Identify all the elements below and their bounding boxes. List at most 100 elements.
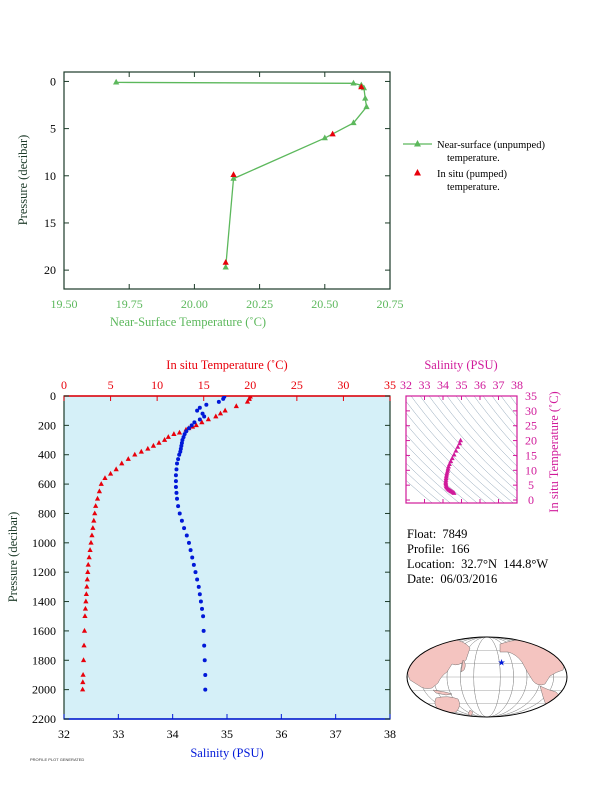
map-meridian	[446, 637, 528, 717]
salinity-point	[193, 570, 198, 575]
ts-point	[453, 448, 459, 453]
main-temperature-ticks: 0 5 10 15 20 25 30 35	[61, 378, 396, 401]
salinity-point	[179, 518, 184, 523]
temperature-tick-label: 25	[291, 378, 303, 392]
pressure-profile-chart: 32 33 34 35 36 37 38 0 5 10 15 20 25 30 35 0 200 400 600…	[6, 358, 396, 760]
temperature-point	[176, 429, 183, 435]
near-surface-point	[350, 79, 357, 86]
salinity-tick-label: 37	[330, 727, 342, 741]
temperature-tick-label: 35	[384, 378, 396, 392]
temperature-point	[89, 532, 95, 538]
temperature-point	[145, 445, 151, 451]
top-x-axis-label: Near-Surface Temperature (˚C)	[110, 315, 266, 329]
main-salinity-ticks: 32 33 34 35 36 37 38	[58, 714, 396, 741]
ts-y-tick-label: 20	[525, 434, 537, 448]
salinity-point	[202, 658, 207, 663]
fineprint-credit: PROFILE PLOT GENERATED	[30, 757, 85, 762]
main-salinity-axis-label: Salinity (PSU)	[190, 746, 263, 760]
temperature-point	[246, 396, 252, 401]
ts-salinity-axis-label: Salinity (PSU)	[424, 358, 497, 372]
temperature-point	[90, 525, 96, 530]
temperature-point	[107, 470, 114, 476]
temperature-tick-label: 10	[151, 378, 163, 392]
salinity-point	[197, 592, 202, 597]
salinity-point	[200, 606, 205, 611]
legend-in-situ-label-line2: temperature.	[447, 182, 500, 193]
salinity-point	[186, 540, 191, 545]
in-situ-series-markers	[222, 83, 365, 265]
salinity-profile-markers	[173, 396, 227, 692]
temperature-point	[165, 434, 171, 439]
map-meridian	[460, 637, 514, 717]
ts-contour-line	[406, 412, 496, 503]
salinity-point	[184, 429, 189, 434]
salinity-point	[176, 504, 181, 509]
ts-temperature-axis-label: In situ Temperature (˚C)	[547, 391, 561, 512]
salinity-point	[189, 423, 194, 428]
salinity-tick-label: 35	[221, 727, 233, 741]
float-location-star-icon: ★	[498, 657, 506, 667]
ts-profile-markers	[443, 437, 464, 495]
top-x-tick-label: 20.50	[311, 297, 338, 311]
pressure-tick-label: 1600	[32, 624, 56, 638]
temperature-point	[132, 451, 138, 457]
temperature-point	[84, 576, 90, 582]
temperature-point	[91, 517, 97, 523]
temperature-point	[84, 583, 90, 589]
temperature-point	[82, 605, 89, 611]
temperature-point	[138, 448, 144, 454]
locator-map: ★	[406, 636, 568, 718]
temperature-point	[80, 657, 87, 663]
temperature-point	[199, 419, 205, 425]
salinity-point	[202, 643, 207, 648]
legend-near-surface-marker	[414, 140, 421, 147]
near-surface-point	[350, 119, 357, 126]
top-y-tick-label: 10	[44, 169, 56, 183]
pressure-tick-label: 1400	[32, 595, 56, 609]
salinity-point	[177, 452, 182, 457]
legend-in-situ-label-line1: In situ (pumped)	[437, 169, 507, 180]
ts-x-tick-label: 36	[474, 378, 486, 392]
top-x-tick-label: 19.75	[116, 297, 143, 311]
top-x-ticks: 19.50 19.75 20.00 20.25 20.50 20.75	[51, 72, 404, 311]
main-pressure-ticks: 0 200 400 600 800 1000 1200 1400 1600 1800 2000 220…	[32, 389, 390, 726]
pressure-tick-label: 800	[38, 506, 56, 520]
in-situ-point	[230, 171, 237, 177]
pressure-tick-label: 600	[38, 477, 56, 491]
temperature-point	[87, 547, 93, 552]
temperature-point	[83, 591, 89, 597]
ts-contour-line	[406, 423, 487, 503]
ts-contour-line	[437, 396, 517, 484]
near-surface-point	[222, 263, 229, 270]
ts-y-tick-label: 30	[525, 404, 537, 418]
salinity-point	[173, 479, 178, 484]
temperature-point	[93, 503, 99, 508]
ts-point	[451, 490, 457, 495]
temperature-point	[213, 413, 219, 419]
ts-point	[449, 455, 455, 461]
temperature-point	[80, 671, 86, 677]
salinity-point	[197, 417, 202, 422]
top-x-tick-label: 20.75	[377, 297, 404, 311]
salinity-point	[195, 577, 200, 582]
temperature-point	[94, 495, 101, 501]
temperature-tick-label: 30	[337, 378, 349, 392]
temperature-point	[156, 439, 162, 445]
ts-x-tick-label: 35	[456, 378, 468, 392]
ts-contour-line	[410, 396, 514, 503]
top-y-tick-label: 0	[50, 74, 56, 88]
temperature-point	[244, 398, 251, 404]
temperature-point	[193, 422, 199, 428]
ts-x-tick-label: 37	[493, 378, 505, 392]
salinity-point	[174, 490, 179, 495]
salinity-point	[197, 405, 202, 410]
ts-x-tick-label: 32	[400, 378, 412, 392]
ts-contour-line	[428, 396, 517, 492]
temperature-point	[86, 554, 92, 560]
salinity-point	[176, 457, 181, 462]
salinity-point	[173, 485, 178, 490]
salinity-point	[184, 533, 189, 538]
ts-contour-line	[406, 400, 505, 503]
